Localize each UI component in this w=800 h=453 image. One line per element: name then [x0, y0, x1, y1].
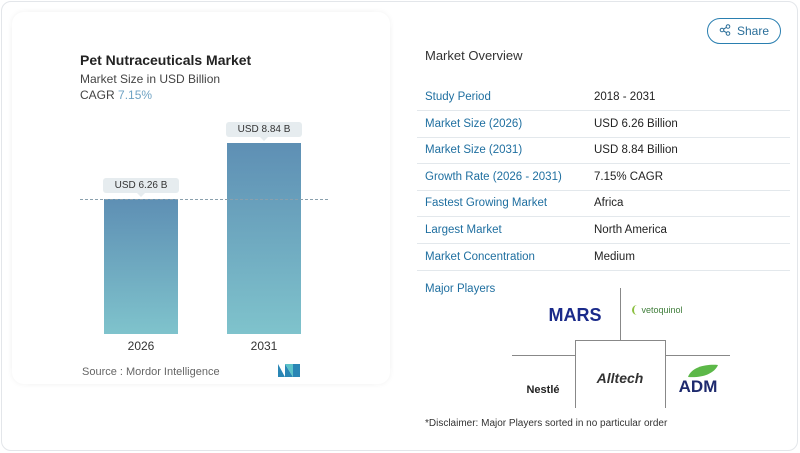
divider: [512, 355, 575, 356]
source-text: Source : Mordor Intelligence: [82, 366, 220, 378]
row-label: Growth Rate (2026 - 2031): [425, 170, 562, 183]
data-label: USD 6.26 B: [103, 177, 179, 197]
bar-2031: [227, 143, 301, 334]
row-value: 7.15% CAGR: [594, 170, 664, 183]
row-label: Fastest Growing Market: [425, 197, 548, 210]
overview-row: Study Period 2018 - 2031: [417, 84, 790, 111]
share-label: Share: [736, 24, 770, 38]
data-label: USD 8.84 B: [226, 122, 302, 141]
chart-card: [12, 12, 390, 384]
overview-title: Market Overview: [425, 48, 523, 63]
overview-row: Market Size (2031) USD 8.84 Billion: [417, 137, 790, 165]
row-value: North America: [594, 224, 667, 236]
disclaimer: *Disclaimer: Major Players sorted in no …: [425, 418, 668, 429]
bar-2026: [104, 198, 178, 334]
mars-logo: MARS: [548, 305, 602, 325]
x-tick-label: 2026: [127, 339, 155, 353]
x-tick-label: 2031: [250, 339, 278, 353]
nestle-logo: Nestlé: [526, 384, 560, 396]
share-icon: [719, 24, 731, 36]
row-label: Market Concentration: [425, 250, 535, 263]
row-value: USD 8.84 Billion: [594, 144, 678, 157]
chart-title: Pet Nutraceuticals Market: [80, 52, 252, 68]
row-value: 2018 - 2031: [594, 91, 656, 103]
cagr-value: 7.15%: [118, 88, 153, 102]
overview-row: Market Concentration Medium: [417, 244, 790, 271]
overview-row: Fastest Growing Market Africa: [417, 190, 790, 218]
reference-line: [80, 199, 328, 200]
chart-subtitle: Market Size in USD Billion: [80, 72, 221, 86]
share-button[interactable]: Share: [707, 18, 781, 44]
row-label: Market Size (2026): [425, 117, 523, 130]
overview-row: Largest Market North America: [417, 217, 790, 244]
mordor-logo-icon: [278, 364, 300, 377]
row-label: Market Size (2031): [425, 144, 523, 157]
row-value: Africa: [594, 197, 624, 210]
overview-row: Growth Rate (2026 - 2031) 7.15% CAGR: [417, 164, 790, 191]
major-players-title: Major Players: [425, 283, 496, 295]
row-value: USD 6.26 Billion: [594, 117, 678, 130]
row-value: Medium: [594, 250, 635, 263]
alltech-logo: Alltech: [596, 370, 644, 386]
overview-row: Market Size (2026) USD 6.26 Billion: [417, 111, 790, 138]
vetoquinol-logo: vetoquinol: [632, 305, 690, 315]
adm-leaf-icon: [688, 364, 718, 378]
cagr-label: CAGR: [80, 88, 115, 102]
adm-logo: ADM: [678, 377, 718, 396]
row-label: Study Period: [425, 91, 491, 103]
row-label: Largest Market: [425, 224, 502, 236]
cagr: CAGR 7.15%: [80, 88, 152, 102]
divider: [666, 355, 730, 356]
divider: [620, 288, 621, 340]
logo-box: [575, 340, 666, 408]
